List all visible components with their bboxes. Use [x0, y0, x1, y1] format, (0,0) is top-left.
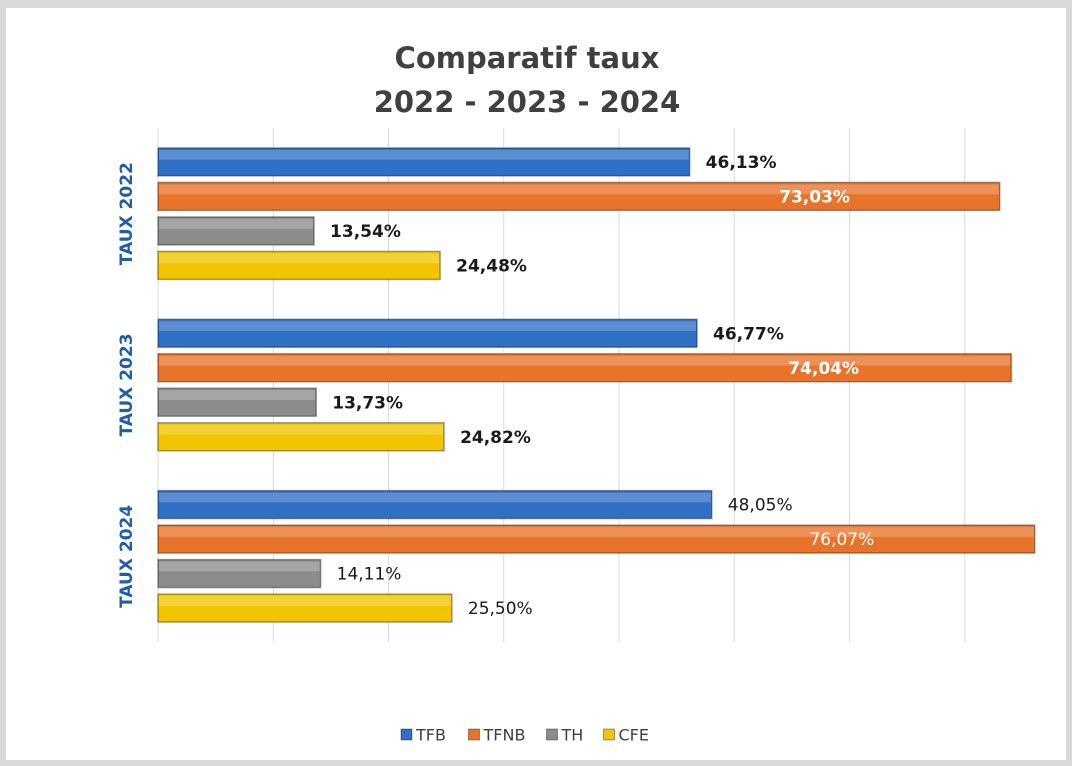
legend-label: TFB	[415, 726, 446, 745]
data-label: 46,77%	[713, 324, 784, 344]
legend-label: CFE	[619, 726, 649, 745]
category-label: TAUX 2022	[117, 162, 137, 265]
bar-shine	[159, 149, 689, 160]
bar	[157, 593, 453, 623]
category-label: TAUX 2024	[117, 505, 137, 608]
legend-label: TH	[561, 726, 584, 745]
bar	[157, 216, 315, 246]
data-label: 13,54%	[330, 222, 401, 242]
category-label: TAUX 2023	[117, 333, 137, 436]
data-label: 73,03%	[779, 187, 850, 207]
bar	[157, 147, 691, 177]
legend-swatch	[400, 728, 413, 741]
bar-shine	[159, 424, 444, 435]
legend-swatch	[603, 728, 615, 741]
chart-title: Comparatif taux	[395, 41, 660, 75]
data-label: 25,50%	[468, 599, 533, 619]
bar	[157, 353, 1013, 383]
bar	[157, 422, 445, 452]
bar	[157, 387, 317, 417]
bar-shine	[159, 321, 697, 332]
data-label: 76,07%	[809, 530, 874, 550]
bar	[157, 250, 441, 281]
data-label: 14,11%	[337, 565, 402, 585]
bar-shine	[159, 355, 1011, 366]
data-label: 24,82%	[460, 428, 531, 448]
bar-shine	[159, 527, 1034, 537]
data-label: 74,04%	[788, 359, 859, 379]
bar-shine	[159, 253, 440, 264]
bar-shine	[159, 390, 316, 401]
chart-subtitle: 2022 - 2023 - 2024	[374, 85, 681, 119]
data-label: 24,48%	[456, 256, 527, 276]
legend-swatch	[546, 728, 558, 741]
bar	[157, 489, 713, 520]
bar	[157, 558, 322, 589]
legend-swatch	[468, 728, 480, 741]
bar	[157, 181, 1001, 212]
bar-shine	[159, 218, 314, 229]
data-label: 13,73%	[332, 393, 403, 413]
data-label: 48,05%	[728, 496, 793, 516]
bar-shine	[159, 184, 999, 195]
bar	[157, 524, 1036, 554]
bar	[157, 318, 698, 348]
bar-shine	[159, 561, 320, 572]
chart-background	[6, 8, 1066, 760]
data-label: 46,13%	[706, 153, 777, 173]
bar-shine	[159, 492, 711, 503]
legend-label: TFNB	[483, 726, 526, 745]
bar-shine	[159, 596, 451, 606]
